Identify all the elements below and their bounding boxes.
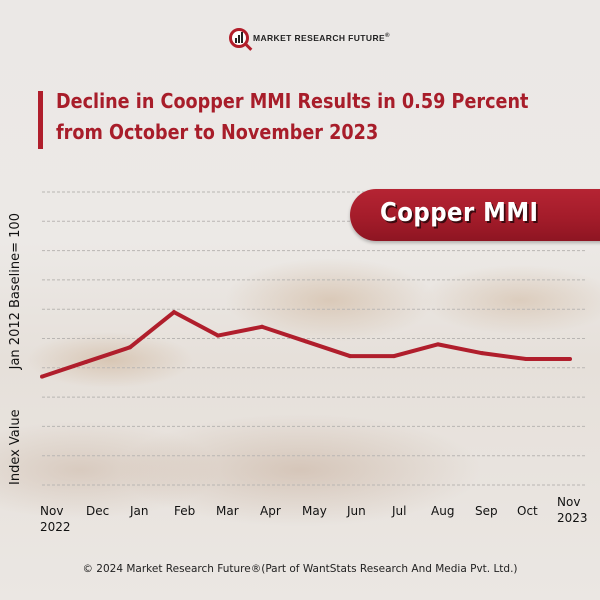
data-point-0 [40,374,44,379]
series-line-copper-mmi [41,309,570,379]
data-point-12 [568,357,572,362]
copyright-footer: © 2024 Market Research Future®(Part of W… [82,563,518,575]
data-point-1 [84,359,88,364]
x-tick-label: Jul [392,503,406,519]
brand-logo: MARKET RESEARCH FUTURE® [229,28,390,48]
data-point-8 [392,354,396,359]
data-point-11 [524,357,528,362]
data-point-2 [128,345,132,350]
x-tick-label: Jun [347,503,366,519]
x-tick-label: Oct [517,503,538,519]
x-tick-label: Jan [130,503,149,519]
series-badge: Copper MMI [350,189,600,241]
x-tick-label: May [302,503,327,519]
data-point-4 [216,333,220,338]
data-point-10 [480,351,484,356]
data-point-7 [348,354,352,359]
y-axis-label-part-1: Index Value [8,409,23,485]
x-tick-month: Aug [431,504,455,518]
x-tick-month: Mar [216,504,239,518]
x-tick-label: Aug [431,503,454,519]
title-accent-bar [38,91,43,149]
x-tick-month: Jun [347,504,366,518]
title-line-2: from October to November 2023 [56,120,379,144]
x-tick-label: Feb [174,503,195,519]
badge-label: Copper MMI [380,198,539,228]
x-tick-label: Dec [86,503,109,519]
x-tick-month: Apr [260,504,281,518]
y-axis-label-part-2: Jan 2012 Baseline= 100 [8,213,23,370]
x-tick-year: 2022 [40,520,71,534]
x-tick-month: Jul [392,504,407,518]
x-tick-label: Apr [260,503,281,519]
data-points [40,310,572,379]
x-tick-label: Nov 2022 [40,503,71,535]
x-tick-month: Nov [557,495,581,509]
x-tick-month: Feb [174,504,196,518]
x-tick-label: Nov 2023 [557,494,588,526]
x-tick-month: Sep [475,504,498,518]
data-point-6 [304,339,308,344]
data-point-5 [260,324,264,329]
x-tick-month: May [302,504,327,518]
magnifier-chart-icon [229,28,249,48]
x-tick-year: 2023 [557,511,588,525]
x-tick-month: Oct [517,504,538,518]
x-tick-label: Mar [216,503,239,519]
x-tick-month: Jan [130,504,149,518]
gridlines [42,191,587,486]
x-tick-month: Dec [86,504,110,518]
data-point-3 [172,310,176,315]
x-tick-label: Sep [475,503,498,519]
logo-text: MARKET RESEARCH FUTURE® [253,33,390,43]
data-point-9 [436,342,440,347]
x-tick-month: Nov [40,504,64,518]
y-axis-label: Index Value Jan 2012 Baseline= 100 [8,213,23,485]
